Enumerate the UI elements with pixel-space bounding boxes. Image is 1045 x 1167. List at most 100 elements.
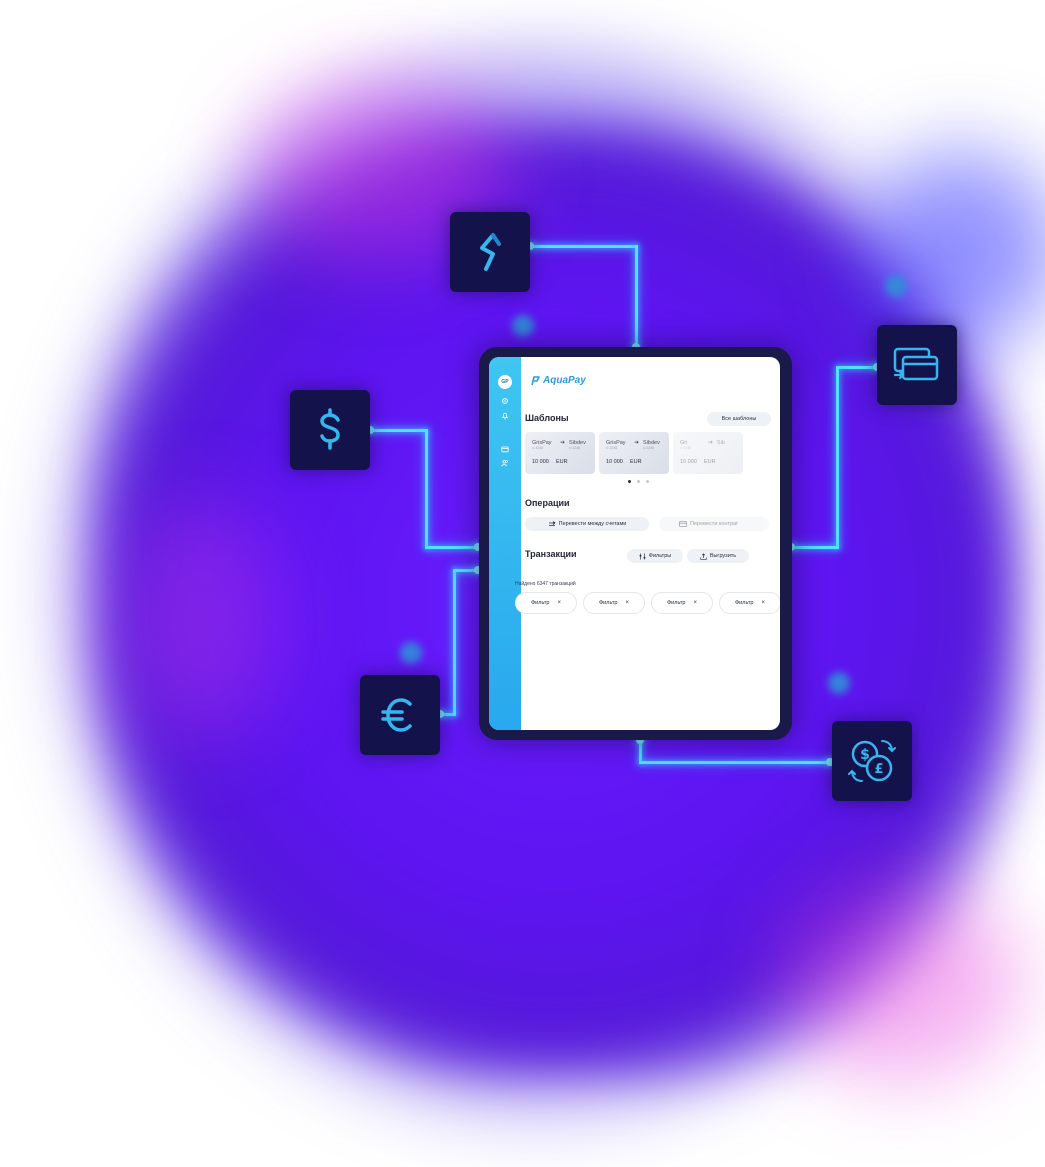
avatar[interactable]: GP [498,375,512,389]
svg-text:£: £ [874,762,883,777]
transfer-icon [548,521,556,526]
template-currency: EUR [704,459,716,465]
gear-icon[interactable] [501,397,509,405]
transfer-between-label: Перевести между счетами [558,521,627,527]
decor-dot [885,275,907,297]
operations-title: Операции [525,498,570,508]
filter-chip-label: Фильтр [735,600,754,606]
main-content: AquaPay Шаблоны Все шаблоны GrisPay •• 2… [515,357,780,730]
transfer-between-accounts-button[interactable]: Перевести между счетами [525,517,649,531]
dollar-tile [290,390,370,470]
filter-chip-label: Фильтр [531,600,550,606]
template-from-account: •• 2245 [680,446,692,450]
aquapay-s-logo-tile [450,212,530,292]
connector-line [639,740,642,764]
pager-dot[interactable] [637,480,640,483]
aquapay-s-logo-icon [480,233,501,271]
template-from: GrisPay [532,440,552,446]
bell-icon[interactable] [501,412,509,420]
arrow-right-icon: ➔ [634,440,640,446]
glow-accent [780,880,1020,1080]
logo-text: AquaPay [543,375,586,386]
close-icon[interactable]: × [625,600,629,606]
connector-node [826,758,834,766]
connector-node [474,543,482,551]
filters-button[interactable]: Фильтры [627,549,683,563]
currency-exchange-icon: $ £ [848,740,896,782]
connector-line [639,761,832,764]
connector-line [453,569,456,716]
app-screen: GP [489,357,780,730]
filters-label: Фильтры [648,553,672,559]
connector-node [526,242,534,250]
currency-exchange-tile: $ £ [832,721,912,801]
pager-dot[interactable] [646,480,649,483]
decor-dot [400,642,422,664]
template-card[interactable]: Gri •• 2245 ➔ Sib 10 000 EUR [673,432,743,474]
template-from-account: •• 2245 [532,446,544,450]
transfer-contractor-label: Перевести контраг [690,521,739,527]
connector-node [636,736,644,744]
template-to-account: •• 2245 [643,446,655,450]
sliders-icon [639,553,646,559]
filter-chip-label: Фильтр [667,600,686,606]
template-from-account: •• 2245 [606,446,618,450]
connector-line [792,546,839,549]
connector-line [453,569,479,572]
template-from: GrisPay [606,440,626,446]
connector-line [425,429,428,549]
connector-line [440,713,456,716]
connector-node [436,710,444,718]
template-card[interactable]: GrisPay •• 2245 ➔ Sibdev •• 2245 10 000 … [599,432,669,474]
filter-chip[interactable]: Фильтр × [719,592,780,614]
glow-accent [860,150,1045,350]
filter-chip[interactable]: Фильтр × [651,592,713,614]
svg-text:$: $ [860,747,870,763]
cards-transfer-tile [877,325,957,405]
filter-chip[interactable]: Фильтр × [515,592,577,614]
close-icon[interactable]: × [557,600,561,606]
close-icon[interactable]: × [761,600,765,606]
filter-chip[interactable]: Фильтр × [583,592,645,614]
export-label: Выгрузить [709,553,737,559]
template-to: Sib [717,440,725,446]
template-amount: 10 000 [532,459,549,465]
wallet-icon[interactable] [501,445,509,453]
connector-line [370,429,428,432]
template-amount: 10 000 [606,459,623,465]
found-count-text: Найдено 6347 транзакций [515,581,576,587]
template-to: Sibdev [643,440,660,446]
app-logo: AquaPay [531,375,586,386]
connector-node [366,426,374,434]
decor-dot [512,315,534,337]
connector-line [530,245,638,248]
tablet-device: GP [479,347,792,740]
dollar-icon [320,408,340,450]
transfer-contractor-button[interactable]: Перевести контраг [659,517,769,531]
connector-line [635,245,638,347]
pager-dot-active[interactable] [628,480,631,483]
template-to: Sibdev [569,440,586,446]
template-amount: 10 000 [680,459,697,465]
glow-accent [120,500,280,740]
upload-icon [700,552,707,560]
export-button[interactable]: Выгрузить [687,549,749,563]
euro-icon [381,698,412,732]
euro-tile [360,675,440,755]
sidebar: GP [489,357,521,730]
all-templates-button[interactable]: Все шаблоны [707,412,771,426]
template-card[interactable]: GrisPay •• 2245 ➔ Sibdev •• 2245 10 000 … [525,432,595,474]
filter-chip-label: Фильтр [599,600,618,606]
arrow-right-icon: ➔ [560,440,566,446]
template-to-account: •• 2245 [569,446,581,450]
arrow-right-icon: ➔ [708,440,714,446]
template-currency: EUR [556,459,568,465]
close-icon[interactable]: × [693,600,697,606]
users-icon[interactable] [501,459,509,467]
templates-title: Шаблоны [525,413,569,423]
card-icon [679,521,687,527]
template-from: Gri [680,440,688,446]
template-currency: EUR [630,459,642,465]
connector-line [836,366,839,549]
